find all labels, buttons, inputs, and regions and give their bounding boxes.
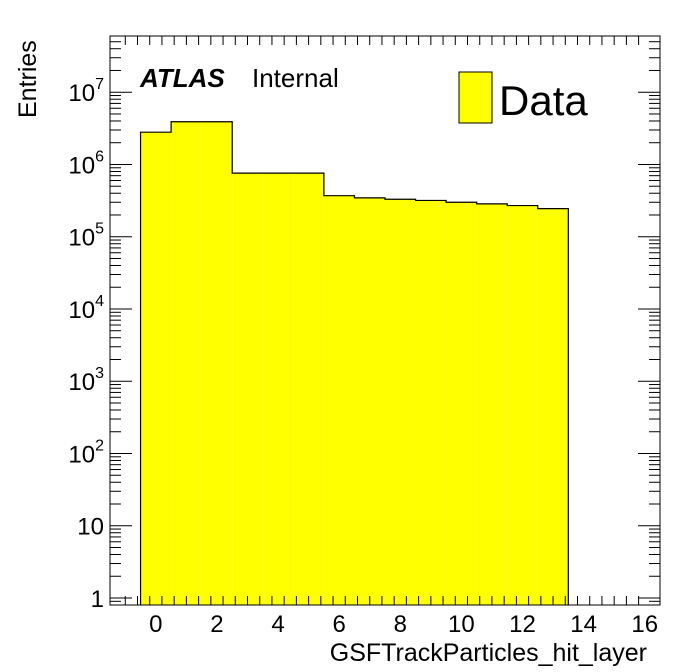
histogram-bin bbox=[354, 197, 385, 605]
y-tick-label: 103 bbox=[68, 365, 104, 396]
y-tick-label: 10 bbox=[77, 514, 104, 541]
plot-frame bbox=[109, 35, 661, 606]
histogram-bin bbox=[323, 195, 355, 605]
y-axis-ticks bbox=[110, 35, 660, 606]
histogram-bin bbox=[293, 173, 324, 605]
y-tick-label: 1 bbox=[91, 586, 104, 613]
x-tick-labels: 0 2 4 6 8 10 12 14 16 bbox=[149, 611, 658, 638]
legend-swatch bbox=[458, 71, 493, 124]
y-tick-label: 104 bbox=[68, 293, 104, 324]
legend-label: Data bbox=[499, 77, 588, 124]
histogram-bin bbox=[232, 173, 263, 605]
x-tick-label: 0 bbox=[149, 611, 162, 638]
histogram-bin bbox=[476, 203, 508, 605]
histogram-bin bbox=[385, 199, 416, 606]
y-tick-label: 102 bbox=[68, 437, 104, 468]
y-tick-label: 105 bbox=[68, 221, 104, 252]
x-tick-label: 16 bbox=[631, 611, 658, 638]
y-axis-title: Entries bbox=[14, 40, 42, 118]
legend: Data bbox=[458, 71, 588, 124]
histogram-bin bbox=[262, 173, 294, 605]
internal-label: Internal bbox=[252, 63, 339, 93]
x-tick-label: 12 bbox=[509, 611, 536, 638]
y-tick-labels: 1 10 102 103 104 105 106 107 bbox=[68, 76, 104, 613]
histogram-bin bbox=[446, 202, 477, 605]
x-axis-ticks bbox=[124, 36, 640, 605]
y-tick-label: 107 bbox=[68, 76, 104, 107]
atlas-label: ATLAS bbox=[139, 63, 225, 93]
x-axis-title: GSFTrackParticles_hit_layer bbox=[330, 639, 647, 667]
histogram-bin bbox=[415, 200, 447, 605]
y-tick-label: 106 bbox=[68, 148, 104, 179]
histogram-bin bbox=[537, 208, 569, 606]
x-tick-label: 2 bbox=[210, 611, 223, 638]
x-tick-label: 8 bbox=[394, 611, 407, 638]
histogram-bin bbox=[140, 132, 172, 605]
x-tick-label: 6 bbox=[332, 611, 345, 638]
histogram-outline bbox=[139, 121, 569, 605]
x-tick-label: 14 bbox=[570, 611, 597, 638]
histogram-bin bbox=[507, 205, 538, 605]
x-tick-label: 4 bbox=[271, 611, 284, 638]
histogram-bars bbox=[139, 121, 569, 606]
histogram-bin bbox=[201, 121, 233, 605]
histogram-bin bbox=[171, 121, 202, 605]
x-tick-label: 10 bbox=[448, 611, 475, 638]
